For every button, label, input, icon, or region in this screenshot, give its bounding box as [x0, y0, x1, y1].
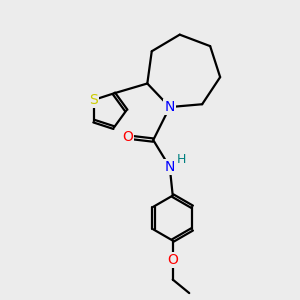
Text: O: O: [167, 253, 178, 267]
Text: S: S: [89, 93, 98, 107]
Text: O: O: [122, 130, 133, 144]
Text: N: N: [164, 160, 175, 174]
Text: N: N: [164, 100, 175, 114]
Text: H: H: [177, 153, 186, 166]
